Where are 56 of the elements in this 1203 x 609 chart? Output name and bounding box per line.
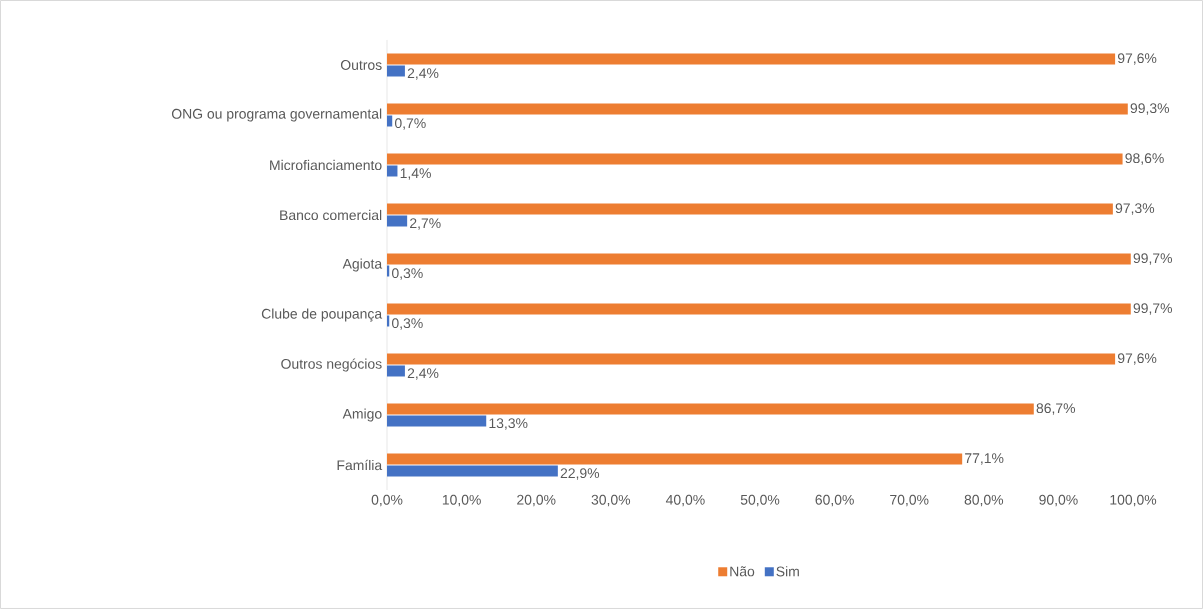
bar: [387, 253, 1131, 265]
data-label: 77,1%: [965, 453, 1004, 465]
legend-label: Não: [730, 566, 755, 577]
y-tick-label: Microfianciamento: [270, 159, 382, 171]
bar: [387, 215, 408, 227]
data-label: 97,3%: [1115, 203, 1155, 215]
y-tick-label: ONG ou programa governamental: [171, 108, 382, 122]
data-label: 97,6%: [1117, 53, 1157, 65]
bar: [387, 203, 1113, 215]
bar: [387, 165, 398, 177]
legend-label: Sim: [776, 566, 799, 577]
data-label: 2,4%: [407, 68, 439, 80]
data-label: 1,4%: [400, 168, 431, 180]
y-tick-label: Outros negócios: [281, 358, 382, 372]
x-tick-label: 30,0%: [591, 494, 631, 507]
data-label: 0,3%: [391, 318, 423, 330]
y-tick-label: Clube de poupança: [261, 308, 383, 322]
data-label: 99,3%: [1130, 103, 1170, 115]
bar: [387, 403, 1034, 415]
bar: [387, 103, 1128, 115]
y-tick-label: Amigo: [342, 408, 382, 422]
x-tick-label: 0,0%: [371, 494, 403, 507]
bar: [387, 153, 1123, 165]
data-label: 97,6%: [1117, 353, 1157, 365]
x-tick-label: 90,0%: [1039, 494, 1078, 507]
bar: [387, 465, 558, 477]
x-tick-label: 50,0%: [740, 494, 780, 507]
x-tick-label: 40,0%: [665, 494, 705, 507]
data-label: 86,7%: [1036, 403, 1076, 415]
x-tick-label: 80,0%: [964, 494, 1004, 507]
x-tick-label: 100,0%: [1110, 494, 1157, 507]
data-label: 98,6%: [1125, 153, 1164, 165]
x-tick-label: 60,0%: [815, 494, 854, 507]
y-tick-label: Agiota: [342, 258, 383, 272]
bar: [387, 415, 487, 427]
y-tick-label: Banco comercial: [280, 209, 382, 221]
data-label: 99,7%: [1133, 253, 1173, 265]
y-tick-label: Outros: [340, 60, 382, 70]
data-label: 2,4%: [407, 368, 439, 380]
bar: [387, 65, 405, 77]
x-tick-label: 20,0%: [517, 494, 556, 507]
bar: [387, 115, 393, 127]
data-label: 0,3%: [391, 268, 423, 280]
data-label: 13,3%: [489, 418, 528, 430]
data-label: 99,7%: [1133, 303, 1173, 315]
bar: [387, 453, 963, 465]
bar: [387, 353, 1116, 365]
y-tick-label: Família: [337, 459, 383, 471]
x-tick-label: 70,0%: [890, 494, 929, 507]
bar: [387, 303, 1131, 315]
data-label: 2,7%: [410, 218, 441, 230]
data-label: 22,9%: [560, 468, 600, 480]
bar: [387, 53, 1116, 65]
bar: [387, 365, 405, 377]
data-label: 0,7%: [394, 118, 426, 130]
x-tick-label: 10,0%: [442, 494, 481, 507]
